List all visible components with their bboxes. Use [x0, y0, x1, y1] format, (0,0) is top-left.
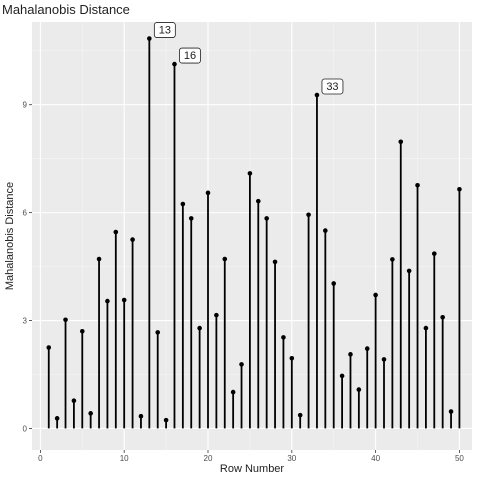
data-point [448, 409, 454, 414]
data-point [423, 325, 429, 331]
data-point [155, 330, 161, 335]
x-tick-label: 0 [38, 454, 43, 463]
label-text: 13 [159, 25, 171, 37]
x-axis: 0 10 20 30 40 50 [38, 450, 464, 463]
data-point [297, 412, 303, 418]
data-point [281, 335, 286, 340]
data-point [222, 256, 228, 262]
plot-panel [32, 22, 472, 450]
data-point [264, 216, 269, 221]
data-point [63, 317, 68, 323]
data-point [314, 92, 320, 98]
data-point [79, 329, 85, 334]
series-points [46, 36, 462, 423]
data-point [88, 411, 93, 416]
label-box [179, 47, 201, 64]
x-tick-label: 30 [287, 454, 296, 463]
chart-title: Mahalanobis Distance [2, 2, 130, 17]
x-tick-label: 50 [455, 454, 464, 463]
data-point [96, 256, 102, 262]
data-point [373, 292, 378, 298]
data-point [364, 346, 370, 351]
data-point [289, 355, 295, 361]
x-tick-label: 20 [204, 454, 213, 463]
outlier-annotations: 13 16 33 [153, 22, 344, 95]
data-point [306, 212, 311, 218]
data-point [147, 36, 152, 41]
x-tick-label: 40 [371, 454, 380, 463]
data-point [205, 190, 211, 196]
data-point [406, 268, 412, 274]
data-point [138, 413, 144, 419]
label-box [153, 22, 176, 38]
series-stems [47, 38, 461, 429]
data-point [71, 398, 77, 404]
data-point [130, 237, 135, 242]
data-point [339, 373, 345, 379]
y-axis: 0 3 6 9 [23, 101, 32, 433]
data-point [381, 357, 387, 362]
y-tick-label: 6 [23, 209, 28, 218]
outlier-label: 13 [153, 22, 176, 38]
data-point [172, 61, 177, 67]
data-point [121, 297, 127, 303]
label-box [321, 78, 344, 95]
data-point [188, 216, 194, 221]
data-point [54, 416, 60, 421]
label-text: 16 [184, 50, 196, 62]
data-point [457, 186, 462, 192]
x-axis-title: Row Number [220, 463, 285, 475]
data-point [239, 362, 244, 367]
data-point [398, 139, 404, 145]
data-point [415, 182, 420, 188]
data-point [197, 325, 202, 331]
data-point [440, 314, 445, 320]
y-axis-title: Mahalanobis Distance [4, 182, 16, 290]
data-point [230, 389, 236, 395]
data-point [247, 171, 253, 176]
data-point [323, 228, 328, 233]
y-tick-label: 0 [23, 424, 28, 433]
data-point [356, 387, 362, 392]
y-tick-label: 9 [23, 101, 28, 110]
data-point [214, 312, 219, 318]
y-tick-label: 3 [23, 317, 28, 326]
outlier-label: 33 [321, 78, 344, 95]
data-point [272, 259, 278, 265]
data-point [105, 298, 110, 304]
outlier-label: 16 [179, 47, 201, 64]
data-point [255, 198, 261, 204]
data-point [46, 345, 52, 350]
data-point [113, 229, 119, 235]
x-tick-label: 10 [120, 454, 129, 463]
data-point [431, 251, 437, 256]
data-point [348, 352, 353, 357]
data-point [163, 417, 169, 423]
data-point [331, 281, 337, 286]
label-text: 33 [326, 81, 338, 93]
data-point [390, 257, 395, 262]
data-point [180, 201, 186, 207]
